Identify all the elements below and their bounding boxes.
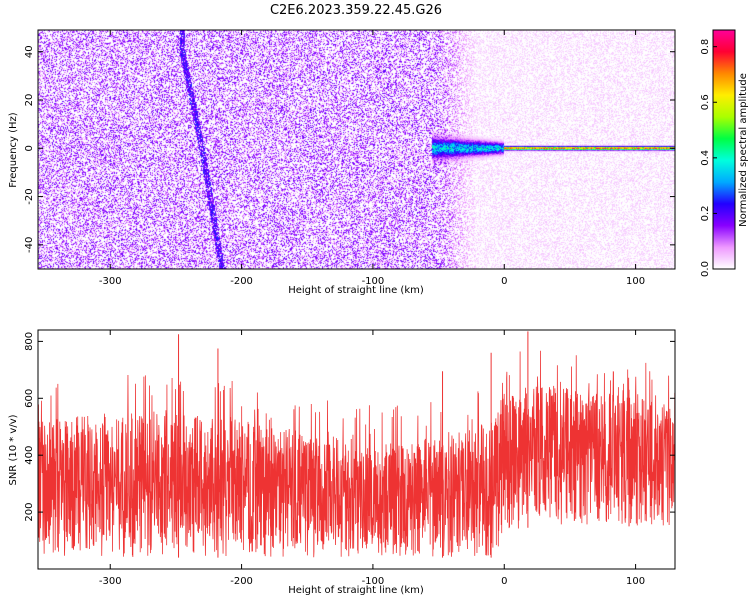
snr-y-ticks: 200 400 600 800 (24, 332, 675, 522)
y-tick-label: 40 (24, 45, 35, 58)
spectrogram-x-ticks: -300 -200 -100 0 100 (99, 30, 645, 287)
colorbar-tick-label: 0.0 (700, 261, 711, 277)
spectrogram-frame (37, 29, 676, 270)
colorbar: 0.0 0.2 0.4 0.6 0.8 Normalized spectral ampl… (700, 29, 749, 277)
spectrogram-x-label: Height of straight line (km) (288, 285, 424, 296)
x-tick-label: 100 (626, 576, 645, 587)
colorbar-tick-label: 0.2 (700, 205, 711, 221)
figure-title: C2E6.2023.359.22.45.G26 (270, 3, 442, 18)
y-tick-label: 800 (24, 332, 35, 351)
x-tick-label: -100 (362, 576, 385, 587)
snr-x-ticks: -300 -200 -100 0 100 (99, 330, 645, 587)
y-tick-label: 0 (24, 145, 35, 151)
y-tick-label: 400 (24, 446, 35, 465)
x-tick-label: -100 (362, 276, 385, 287)
y-tick-label: -40 (24, 237, 35, 253)
colorbar-gradient (712, 29, 736, 270)
snr-y-label: SNR (10 * v/v) (8, 414, 19, 485)
x-tick-label: -300 (99, 276, 122, 287)
x-tick-label: -200 (230, 276, 253, 287)
x-tick-label: 0 (501, 576, 507, 587)
spectrogram-y-ticks: 40 20 0 -20 -40 (24, 45, 675, 253)
spectrogram-image (38, 30, 675, 269)
snr-panel: -300 -200 -100 0 100 200 400 600 800 Height of … (8, 329, 676, 596)
colorbar-ticks: 0.0 0.2 0.4 0.6 0.8 (700, 39, 717, 277)
colorbar-tick-label: 0.6 (700, 94, 711, 110)
snr-x-label: Height of straight line (km) (288, 585, 424, 596)
x-tick-label: -200 (230, 576, 253, 587)
x-tick-label: 0 (501, 276, 507, 287)
y-tick-label: -20 (24, 188, 35, 204)
y-tick-label: 200 (24, 503, 35, 522)
colorbar-label: Normalized spectral amplitude (738, 73, 749, 227)
x-tick-label: -300 (99, 576, 122, 587)
snr-line (38, 350, 675, 558)
snr-series (38, 331, 675, 558)
colorbar-tick-label: 0.4 (700, 150, 711, 166)
y-tick-label: 600 (24, 389, 35, 408)
x-tick-label: 100 (626, 276, 645, 287)
colorbar-tick-label: 0.8 (700, 39, 711, 55)
spectrogram-y-label: Frequency (Hz) (8, 112, 19, 188)
spectrogram-panel: -300 -200 -100 0 100 40 20 0 -20 -40 Height of s… (8, 29, 676, 296)
y-tick-label: 20 (24, 94, 35, 107)
snr-frame (37, 329, 676, 570)
